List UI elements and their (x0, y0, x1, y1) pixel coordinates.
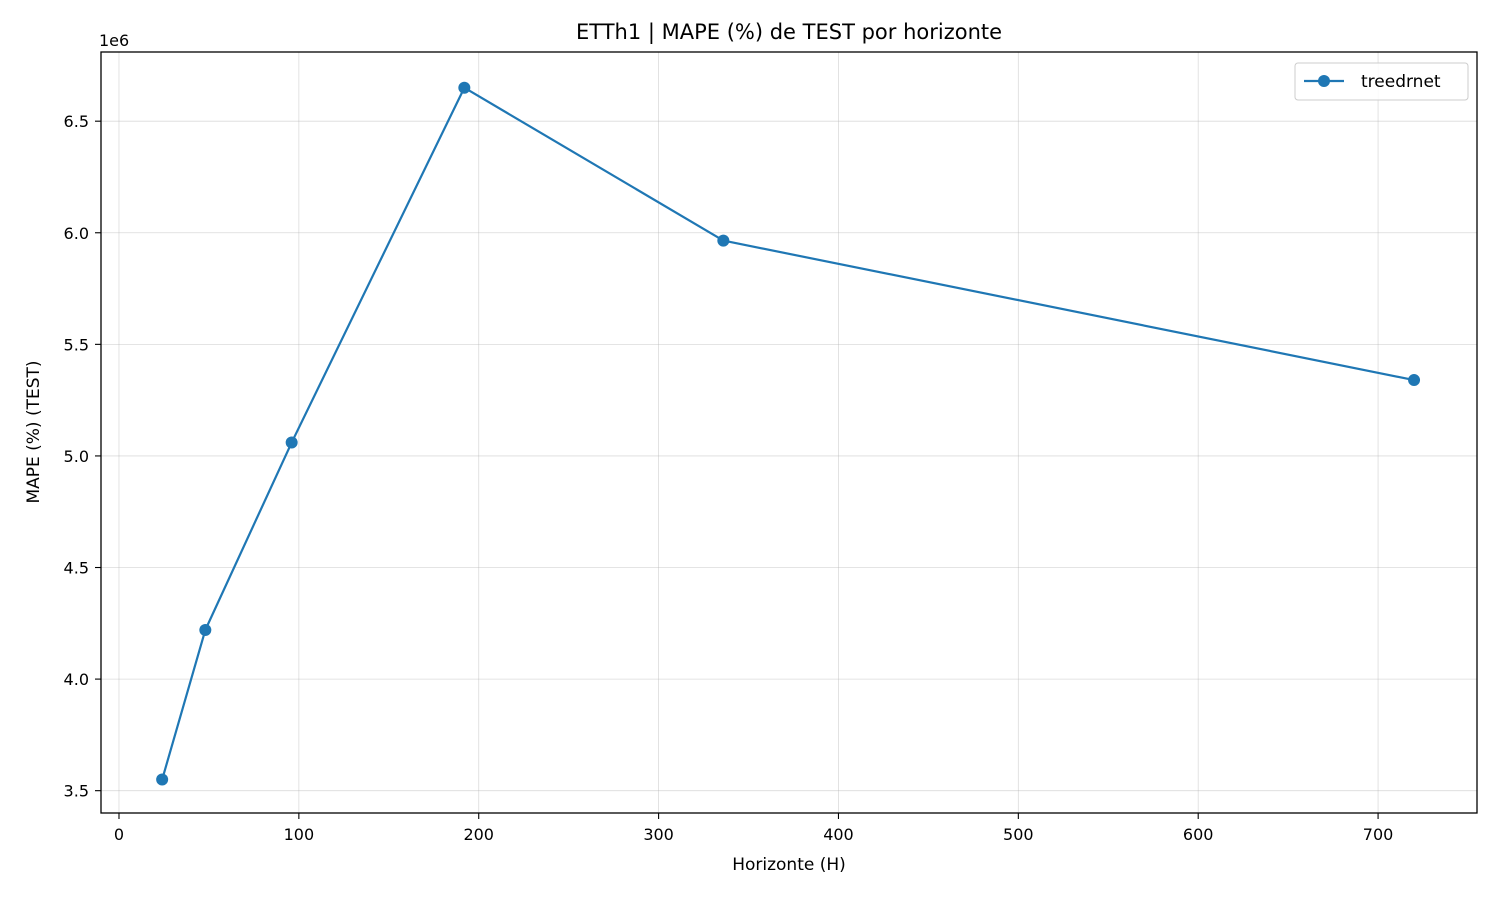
data-point (199, 624, 212, 637)
x-tick-label: 700 (1363, 825, 1394, 844)
y-axis-ticks: 3.5 4.0 4.5 5.0 5.5 6.0 6.5 (64, 112, 101, 801)
y-tick-label: 6.0 (64, 224, 89, 243)
y-tick-label: 5.0 (64, 447, 89, 466)
y-tick-label: 3.5 (64, 782, 89, 801)
legend-entry-treedrnet: treedrnet (1361, 72, 1441, 92)
legend-marker-swatch (1318, 75, 1330, 87)
legend-box (1294, 62, 1469, 101)
series-line-treedrnet (161, 86, 1415, 780)
x-tick-label: 400 (823, 825, 854, 844)
chart-title: ETTh1 | MAPE (%) de TEST por horizonte (576, 20, 1002, 45)
grid (101, 52, 1477, 813)
x-tick-label: 200 (463, 825, 494, 844)
y-axis-label: MAPE (%) (TEST) (24, 360, 44, 503)
plot-frame (100, 51, 1478, 814)
data-point (156, 773, 169, 786)
x-tick-label: 500 (1003, 825, 1034, 844)
data-point (717, 234, 730, 247)
series-layer (156, 81, 1421, 786)
data-point (1408, 374, 1421, 387)
data-point (285, 436, 298, 449)
legend: treedrnet (1294, 62, 1469, 101)
y-axis-offset-label: 1e6 (99, 31, 129, 50)
y-tick-label: 4.0 (64, 670, 89, 689)
x-tick-label: 0 (114, 825, 124, 844)
y-tick-label: 6.5 (64, 112, 89, 131)
y-tick-label: 5.5 (64, 335, 89, 354)
x-tick-label: 100 (284, 825, 315, 844)
data-point (458, 81, 471, 94)
x-axis-ticks: 0 100 200 300 400 500 600 700 (114, 813, 1393, 844)
y-tick-label: 4.5 (64, 559, 89, 578)
x-axis-label: Horizonte (H) (732, 855, 846, 875)
x-tick-label: 300 (643, 825, 674, 844)
x-tick-label: 600 (1183, 825, 1214, 844)
